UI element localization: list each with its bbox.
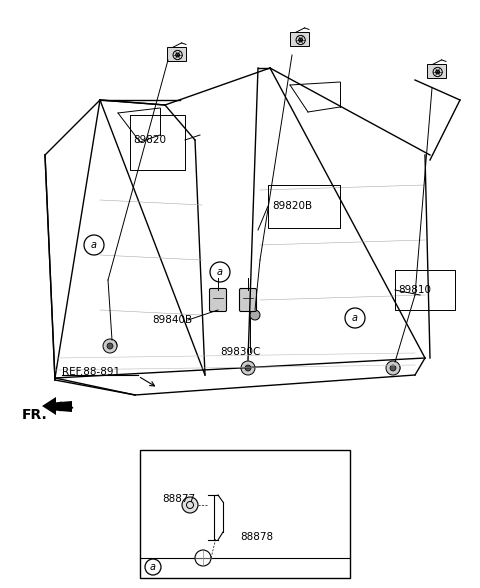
Circle shape <box>195 550 211 566</box>
Polygon shape <box>290 32 309 45</box>
Text: REF.88-891: REF.88-891 <box>62 367 120 377</box>
Text: a: a <box>352 313 358 323</box>
Text: a: a <box>217 267 223 277</box>
Circle shape <box>241 361 255 375</box>
Text: FR.: FR. <box>22 408 48 422</box>
Text: 88878: 88878 <box>240 532 273 542</box>
Circle shape <box>390 365 396 371</box>
Circle shape <box>299 38 302 42</box>
Circle shape <box>245 365 251 371</box>
Circle shape <box>345 308 365 328</box>
Text: a: a <box>91 240 97 250</box>
Polygon shape <box>427 64 446 78</box>
Polygon shape <box>168 47 186 61</box>
Circle shape <box>390 363 400 373</box>
Text: 88877: 88877 <box>162 494 195 504</box>
Circle shape <box>176 53 180 57</box>
Text: 89820: 89820 <box>133 135 166 145</box>
Circle shape <box>386 361 400 375</box>
Text: 89830C: 89830C <box>220 347 260 357</box>
Circle shape <box>145 559 161 575</box>
Bar <box>140 450 350 578</box>
Text: 89820B: 89820B <box>272 201 312 211</box>
Circle shape <box>107 340 117 350</box>
Text: 89810: 89810 <box>398 285 431 295</box>
FancyBboxPatch shape <box>209 289 227 312</box>
Text: a: a <box>150 562 156 572</box>
Circle shape <box>103 339 117 353</box>
Circle shape <box>210 262 230 282</box>
Circle shape <box>436 70 440 74</box>
Circle shape <box>182 497 198 513</box>
Text: 89840B: 89840B <box>152 315 192 325</box>
Circle shape <box>84 235 104 255</box>
Circle shape <box>250 310 260 320</box>
Polygon shape <box>48 401 72 412</box>
FancyBboxPatch shape <box>240 289 256 312</box>
Polygon shape <box>42 397 56 415</box>
Circle shape <box>107 343 113 349</box>
